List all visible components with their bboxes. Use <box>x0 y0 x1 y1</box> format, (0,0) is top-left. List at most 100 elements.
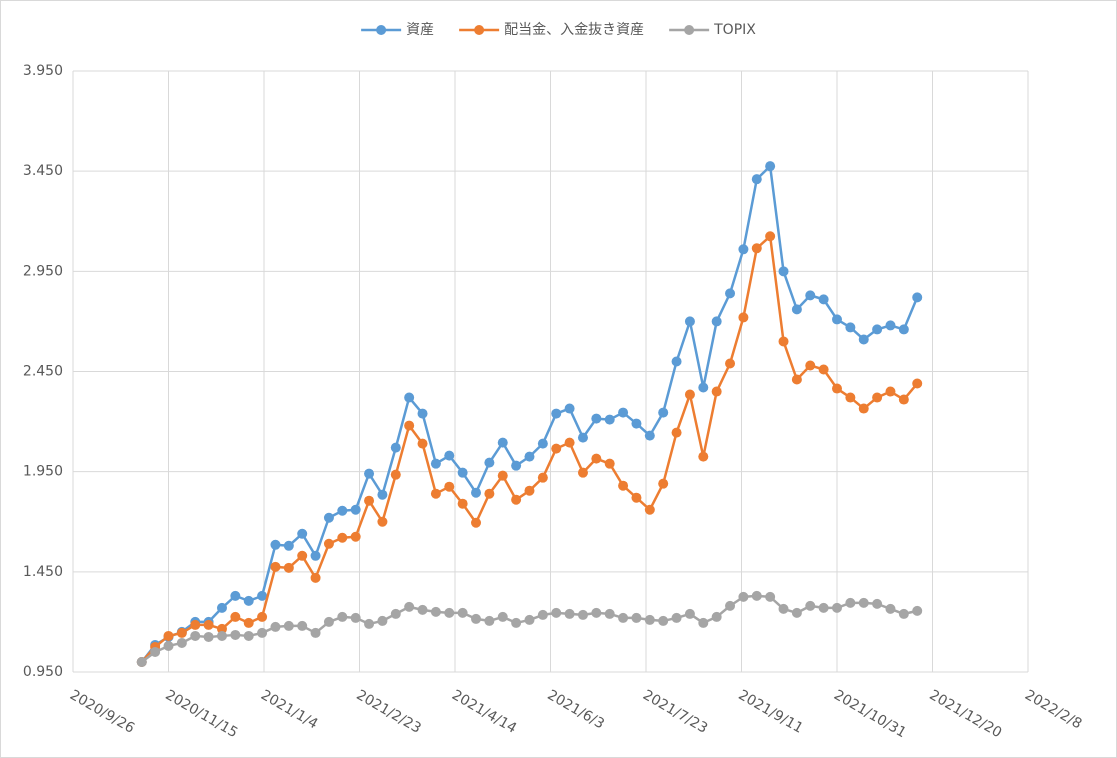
data-point <box>243 617 254 628</box>
data-point <box>390 442 401 453</box>
data-point <box>818 364 829 375</box>
y-tick-label: 2.450 <box>23 364 63 380</box>
data-point <box>805 360 816 371</box>
data-point <box>430 458 441 469</box>
data-point <box>203 631 214 642</box>
legend-label: TOPIX <box>713 22 756 38</box>
data-point <box>604 414 615 425</box>
data-point <box>484 457 495 468</box>
data-point <box>190 619 201 630</box>
data-point <box>858 597 869 608</box>
data-point <box>845 322 856 333</box>
data-point <box>591 413 602 424</box>
data-point <box>471 487 482 498</box>
data-point <box>257 590 268 601</box>
data-point <box>711 611 722 622</box>
data-point <box>791 374 802 385</box>
data-point <box>404 601 415 612</box>
data-point <box>297 528 308 539</box>
data-point <box>631 612 642 623</box>
data-point <box>216 630 227 641</box>
data-point <box>898 608 909 619</box>
data-point <box>591 453 602 464</box>
data-point <box>791 607 802 618</box>
y-tick-label: 1.950 <box>23 464 63 480</box>
data-point <box>537 472 548 483</box>
data-point <box>725 288 736 299</box>
data-point <box>551 607 562 618</box>
data-point <box>497 611 508 622</box>
data-point <box>471 517 482 528</box>
data-point <box>698 451 709 462</box>
data-point <box>644 430 655 441</box>
data-point <box>564 608 575 619</box>
data-point <box>698 382 709 393</box>
data-point <box>457 467 468 478</box>
data-point <box>832 314 842 325</box>
legend-marker <box>684 25 695 35</box>
data-point <box>216 623 227 634</box>
data-point <box>190 630 201 641</box>
data-point <box>885 320 896 331</box>
data-point <box>257 627 268 638</box>
data-point <box>417 408 428 419</box>
data-point <box>671 427 682 438</box>
data-point <box>765 231 776 242</box>
data-point <box>430 488 441 499</box>
data-point <box>765 161 776 172</box>
data-point <box>457 607 468 618</box>
data-point <box>631 418 642 429</box>
data-point <box>845 392 856 403</box>
y-tick-label: 1.450 <box>23 564 63 580</box>
data-point <box>257 611 268 622</box>
legend-marker <box>474 25 485 35</box>
data-point <box>778 336 789 347</box>
data-point <box>377 615 388 626</box>
data-point <box>511 494 522 505</box>
data-point <box>577 467 588 478</box>
data-point <box>684 608 695 619</box>
data-point <box>872 598 883 609</box>
data-point <box>778 603 789 614</box>
data-point <box>457 498 468 509</box>
data-point <box>885 603 896 614</box>
data-point <box>524 614 535 625</box>
data-point <box>845 597 856 608</box>
data-point <box>644 504 655 515</box>
data-point <box>390 469 401 480</box>
data-point <box>297 550 308 561</box>
data-point <box>176 637 187 648</box>
data-point <box>350 612 361 623</box>
data-point <box>203 619 214 630</box>
data-point <box>912 378 923 389</box>
data-point <box>898 324 909 335</box>
data-point <box>711 316 722 327</box>
data-point <box>511 617 522 628</box>
data-point <box>818 602 829 613</box>
data-point <box>591 607 602 618</box>
data-point <box>176 627 187 638</box>
data-point <box>337 611 348 622</box>
data-point <box>444 481 455 492</box>
y-tick-label: 3.950 <box>23 63 63 79</box>
data-point <box>658 615 669 626</box>
data-point <box>684 316 695 327</box>
data-point <box>337 505 348 516</box>
data-point <box>564 403 575 414</box>
data-point <box>323 538 334 549</box>
data-point <box>912 292 923 303</box>
data-point <box>297 620 308 631</box>
data-point <box>872 324 883 335</box>
legend-marker <box>376 25 387 35</box>
data-point <box>604 608 615 619</box>
data-point <box>577 609 588 620</box>
data-point <box>658 407 669 418</box>
data-point <box>524 451 535 462</box>
data-point <box>310 550 321 561</box>
data-point <box>471 613 482 624</box>
data-point <box>618 407 629 418</box>
data-point <box>364 468 375 479</box>
data-point <box>738 244 749 255</box>
data-point <box>243 630 254 641</box>
